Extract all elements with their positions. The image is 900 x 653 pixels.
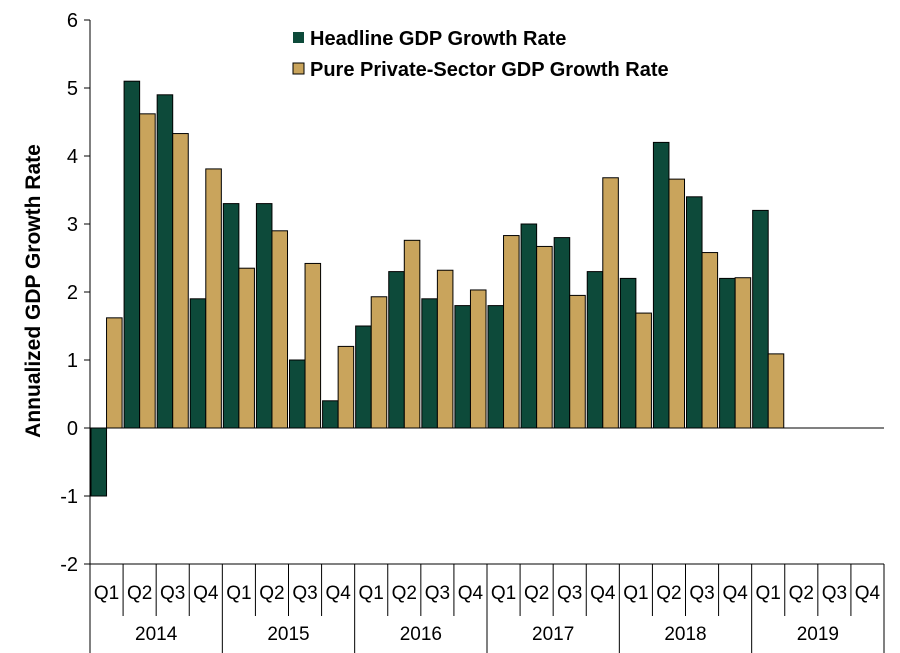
- bar-headline-11: [454, 305, 471, 429]
- quarter-label: Q2: [524, 583, 549, 604]
- y-tick-label: 2: [67, 282, 78, 304]
- quarter-label: Q1: [94, 583, 119, 604]
- y-tick-label: 4: [67, 146, 78, 168]
- bars-layer: [90, 80, 785, 497]
- bar-private-7: [337, 345, 355, 429]
- bar-headline-7: [322, 400, 339, 429]
- bar-headline-1: [123, 80, 141, 429]
- y-tick-label: 0: [67, 418, 78, 440]
- legend: Headline GDP Growth Rate Pure Private-Se…: [292, 28, 669, 81]
- bar-private-4: [238, 267, 255, 429]
- bar-headline-17: [652, 141, 670, 429]
- bar-private-10: [436, 269, 454, 429]
- bar-headline-5: [255, 203, 273, 429]
- y-tick-label: 1: [67, 350, 78, 372]
- quarter-label: Q2: [656, 583, 681, 604]
- year-label: 2016: [400, 624, 442, 645]
- bar-private-16: [635, 312, 652, 429]
- y-tick-label: -2: [60, 554, 78, 576]
- bar-private-0: [106, 317, 123, 429]
- bar-headline-16: [619, 277, 637, 429]
- bar-private-1: [139, 113, 156, 429]
- bar-private-6: [304, 262, 322, 429]
- y-tick-label: 5: [67, 78, 78, 100]
- y-tick-label: -1: [60, 486, 78, 508]
- y-tick-label: 6: [67, 10, 78, 32]
- bar-headline-18: [685, 196, 703, 429]
- quarter-label: Q4: [325, 583, 351, 604]
- quarter-label: Q2: [789, 583, 814, 604]
- bar-private-8: [370, 296, 388, 429]
- bar-headline-9: [388, 271, 405, 429]
- bar-headline-12: [487, 305, 505, 429]
- legend-swatch-headline: [293, 32, 304, 43]
- y-axis-title: Annualized GDP Growth Rate: [22, 144, 45, 438]
- bar-private-14: [569, 294, 586, 429]
- bar-private-13: [536, 245, 553, 429]
- quarter-label: Q1: [226, 583, 251, 604]
- bar-private-11: [469, 289, 487, 429]
- quarter-label: Q1: [623, 583, 648, 604]
- quarter-label: Q1: [491, 583, 516, 604]
- bar-headline-3: [189, 298, 207, 429]
- year-label: 2018: [664, 624, 706, 645]
- quarter-label: Q4: [458, 583, 484, 604]
- quarter-label: Q3: [425, 583, 450, 604]
- bar-headline-20: [752, 209, 769, 429]
- quarter-label: Q2: [259, 583, 284, 604]
- labels-layer: -2 -1 0 1 2 3 4 5 6 Q1 Q2 Q3 Q4 Q1 Q2 Q3 Q4 Q1 Q2 Q3 Q4 Q1 Q2 Q…: [60, 10, 880, 645]
- quarter-label: Q4: [590, 583, 616, 604]
- legend-swatch-private-sector: [292, 62, 305, 75]
- bar-headline-4: [222, 203, 240, 429]
- bar-private-15: [602, 177, 619, 429]
- bar-headline-15: [586, 271, 604, 429]
- bar-headline-10: [421, 298, 438, 429]
- year-label: 2019: [797, 624, 839, 645]
- year-label: 2015: [267, 624, 309, 645]
- quarter-label: Q1: [756, 583, 781, 604]
- axes-layer: [84, 19, 885, 653]
- quarter-label: Q3: [822, 583, 847, 604]
- bar-headline-8: [355, 325, 372, 429]
- bar-headline-2: [156, 94, 174, 429]
- quarter-label: Q1: [359, 583, 384, 604]
- quarter-label: Q4: [855, 583, 881, 604]
- quarter-label: Q4: [722, 583, 748, 604]
- bar-private-9: [403, 239, 421, 429]
- quarter-label: Q2: [392, 583, 417, 604]
- year-label: 2014: [135, 624, 178, 645]
- legend-label-private-sector: Pure Private-Sector GDP Growth Rate: [310, 59, 669, 81]
- bar-headline-19: [719, 277, 736, 429]
- bar-private-3: [205, 168, 222, 429]
- quarter-label: Q2: [127, 583, 152, 604]
- y-tick-label: 3: [67, 214, 78, 236]
- year-label: 2017: [532, 624, 574, 645]
- bar-headline-14: [553, 237, 571, 429]
- bar-headline-6: [288, 359, 306, 429]
- bar-private-5: [271, 230, 289, 429]
- bar-private-19: [734, 277, 752, 429]
- quarter-label: Q3: [557, 583, 582, 604]
- bar-private-20: [767, 353, 785, 429]
- bar-private-12: [503, 235, 520, 429]
- bar-private-18: [701, 252, 719, 429]
- bar-private-2: [172, 133, 189, 429]
- quarter-label: Q3: [689, 583, 714, 604]
- quarter-label: Q4: [193, 583, 219, 604]
- quarter-label: Q3: [160, 583, 185, 604]
- bar-headline-13: [520, 223, 538, 429]
- bar-headline-0: [90, 427, 108, 497]
- legend-label-headline: Headline GDP Growth Rate: [310, 28, 566, 50]
- bar-private-17: [668, 178, 686, 429]
- quarter-label: Q3: [292, 583, 317, 604]
